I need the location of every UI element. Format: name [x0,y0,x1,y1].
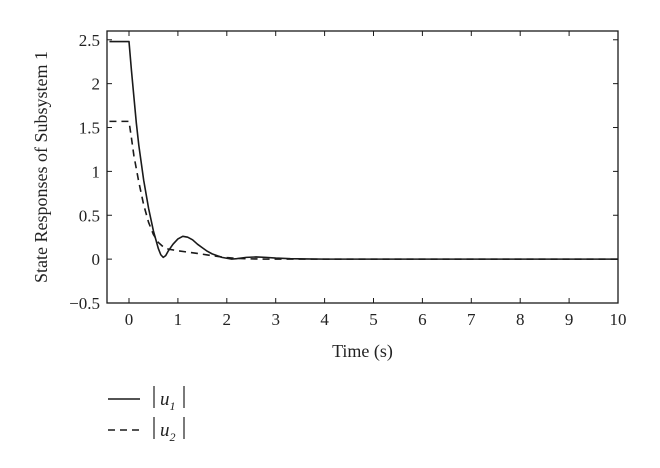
y-tick-label: 0.5 [79,206,100,225]
legend-label-u1: u1 [160,389,176,413]
legend-subscript: 2 [170,430,176,444]
x-tick-label: 10 [610,310,627,329]
x-tick-label: 1 [174,310,183,329]
x-tick-label: 6 [418,310,427,329]
y-tick-label: 1.5 [79,119,100,138]
x-tick-label: 8 [516,310,525,329]
legend-symbol: u [160,389,170,410]
x-tick-label: 9 [565,310,574,329]
y-tick-label: −0.5 [69,294,100,313]
y-tick-label: 2.5 [79,31,100,50]
series-layer [109,40,618,260]
x-tick-label: 7 [467,310,476,329]
legend-label-u2: u2 [160,420,176,444]
x-tick-label: 0 [125,310,134,329]
x-axis-title: Time (s) [332,341,393,362]
x-tick-label: 2 [223,310,232,329]
x-tick-label: 4 [320,310,329,329]
plot-frame [106,30,619,304]
axis-ticks: 0 1 2 3 4 5 6 7 8 9 10 −0.5 0 0.5 1 1.5 2 2.5 [69,31,626,329]
legend-subscript: 1 [170,399,176,413]
series-line-u2 [109,120,618,260]
y-tick-label: 0 [92,250,101,269]
y-tick-label: 2 [92,75,101,94]
legend-symbol: u [160,420,170,441]
x-tick-label: 5 [369,310,378,329]
y-tick-label: 1 [92,162,101,181]
series-line-u1 [109,40,618,260]
y-axis-title: State Responses of Subsystem 1 [31,51,51,283]
x-tick-label: 3 [271,310,280,329]
